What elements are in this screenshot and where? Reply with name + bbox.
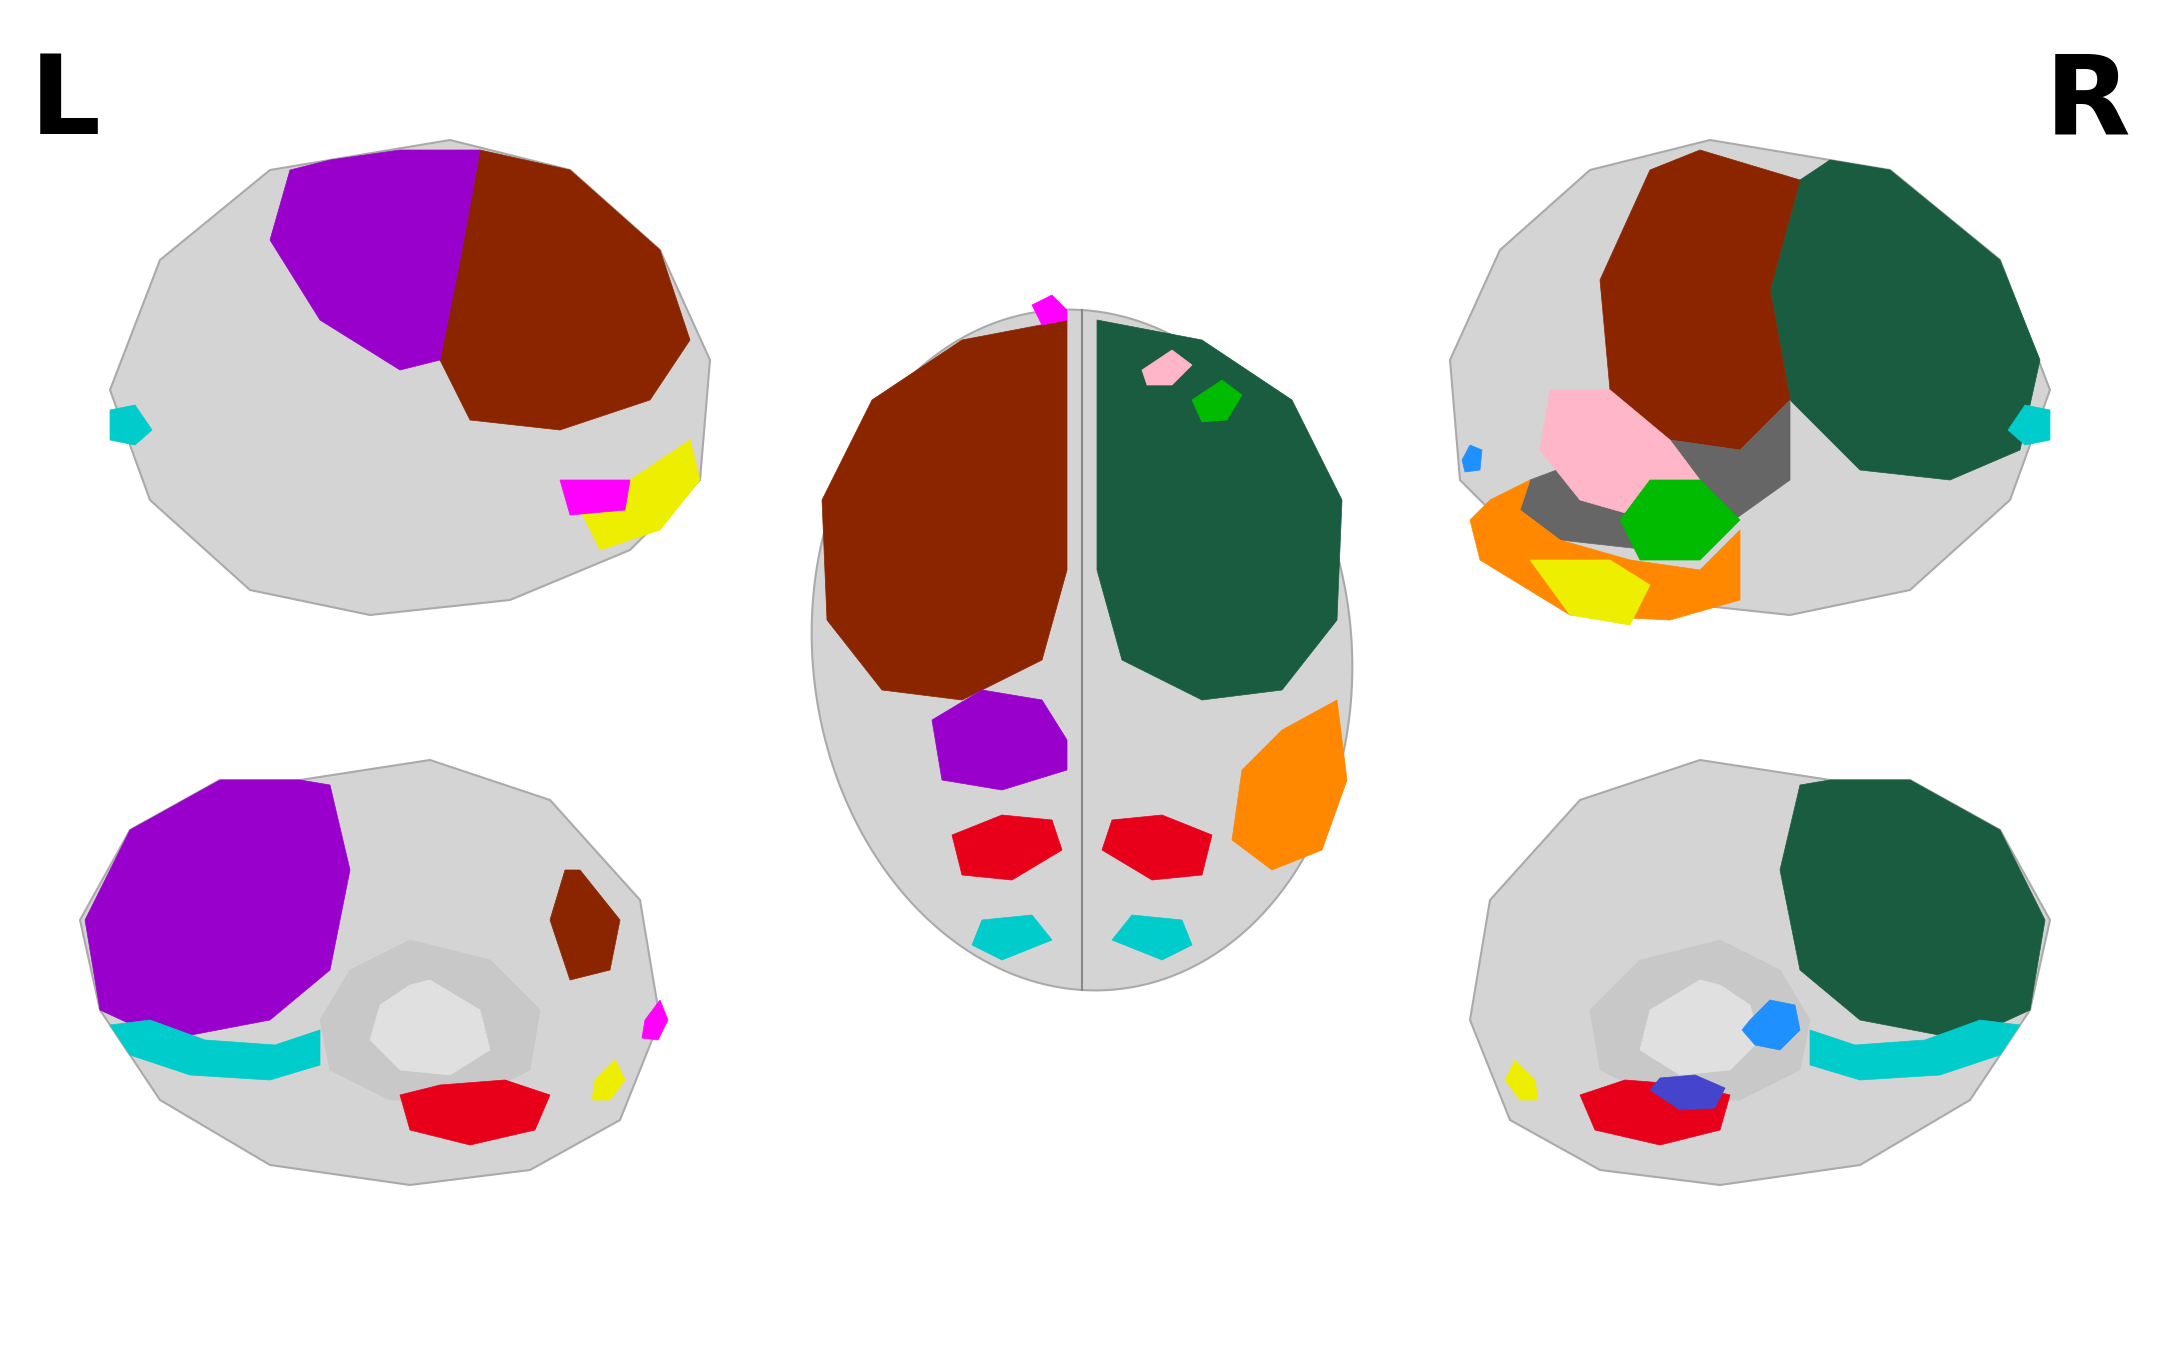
Polygon shape (1589, 940, 1810, 1100)
Polygon shape (401, 1080, 550, 1145)
Polygon shape (1102, 815, 1212, 879)
Polygon shape (110, 1020, 320, 1080)
Polygon shape (1520, 400, 1790, 551)
Polygon shape (1743, 1000, 1799, 1050)
Polygon shape (812, 310, 1353, 990)
Polygon shape (110, 139, 710, 616)
Polygon shape (953, 815, 1063, 879)
Polygon shape (1531, 560, 1650, 625)
Polygon shape (80, 760, 660, 1185)
Polygon shape (271, 150, 481, 369)
Polygon shape (2007, 405, 2050, 445)
Polygon shape (1141, 350, 1193, 386)
Polygon shape (320, 940, 539, 1100)
Polygon shape (1470, 480, 1741, 620)
Polygon shape (1232, 700, 1347, 870)
Polygon shape (1470, 760, 2050, 1185)
Polygon shape (1461, 445, 1483, 472)
Polygon shape (1113, 915, 1193, 961)
Polygon shape (1098, 321, 1342, 700)
Polygon shape (370, 980, 489, 1076)
Polygon shape (1619, 480, 1741, 560)
Polygon shape (1505, 1059, 1537, 1100)
Polygon shape (1539, 390, 1700, 520)
Polygon shape (561, 480, 630, 515)
Polygon shape (84, 779, 351, 1040)
Text: R: R (2044, 50, 2130, 157)
Text: L: L (30, 50, 102, 157)
Polygon shape (591, 1059, 626, 1100)
Polygon shape (1451, 139, 2050, 616)
Polygon shape (1771, 160, 2039, 480)
Polygon shape (1580, 1080, 1730, 1145)
Polygon shape (550, 870, 619, 980)
Polygon shape (931, 690, 1067, 790)
Polygon shape (1193, 380, 1243, 422)
Polygon shape (580, 440, 699, 551)
Polygon shape (1780, 779, 2046, 1040)
Polygon shape (823, 321, 1067, 700)
Polygon shape (1033, 295, 1067, 325)
Polygon shape (1600, 150, 1799, 451)
Polygon shape (1641, 980, 1760, 1076)
Polygon shape (110, 405, 152, 445)
Polygon shape (972, 915, 1052, 961)
Polygon shape (643, 1000, 669, 1040)
Polygon shape (1650, 1076, 1726, 1109)
Polygon shape (1810, 1020, 2020, 1080)
Polygon shape (439, 150, 691, 430)
